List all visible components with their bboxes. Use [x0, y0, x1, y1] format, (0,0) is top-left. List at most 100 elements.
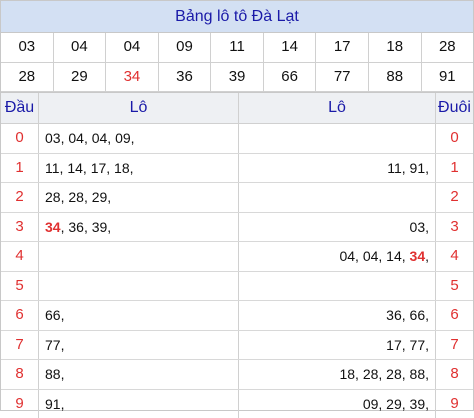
lo-left-cell: [39, 272, 239, 301]
loto-number: 36: [68, 219, 84, 235]
header-lo-right: Lô: [239, 93, 436, 123]
loto-number: 11: [45, 160, 60, 176]
dau-digit: 6: [1, 301, 39, 330]
loto-number: 09: [363, 396, 379, 412]
loto-number: 91: [410, 160, 426, 176]
lo-left-cell: [39, 242, 239, 271]
loto-number: 34: [45, 219, 61, 235]
number-cell: 91: [422, 63, 474, 91]
number-cell: 04: [54, 33, 107, 62]
number-cell: 11: [211, 33, 264, 62]
loto-number: 29: [386, 396, 402, 412]
lo-left-cell: 03, 04, 04, 09,: [39, 124, 239, 153]
number-cell: 36: [159, 63, 212, 91]
dau-digit: 7: [1, 331, 39, 360]
lo-right-cell: 17, 77,: [239, 331, 436, 360]
duoi-digit: 3: [436, 213, 473, 242]
lo-right-cell: [239, 183, 436, 212]
number-cell: 28: [422, 33, 474, 62]
dau-digit: 2: [1, 183, 39, 212]
loto-number: 04: [92, 130, 108, 146]
lo-left-cell: 88,: [39, 360, 239, 389]
lo-right-cell: 36, 66,: [239, 301, 436, 330]
lo-left-cell: 11, 14, 17, 18,: [39, 154, 239, 183]
loto-number: 17: [91, 160, 107, 176]
loto-number: 04: [339, 248, 355, 264]
table-title: Bảng lô tô Đà Lạt: [1, 1, 473, 33]
dau-digit: 8: [1, 360, 39, 389]
number-cell: 03: [1, 33, 54, 62]
duoi-digit: 5: [436, 272, 473, 301]
loto-number: 39: [92, 219, 108, 235]
number-cell: 29: [54, 63, 107, 91]
lo-right-cell: 11, 91,: [239, 154, 436, 183]
number-cell: 09: [159, 33, 212, 62]
loto-number: 28: [45, 189, 61, 205]
lo-right-cell: 04, 04, 14, 34,: [239, 242, 436, 271]
lo-right-cell: [239, 124, 436, 153]
loto-number: 39: [410, 396, 426, 412]
lo-left-cell: 34, 36, 39,: [39, 213, 239, 242]
loto-header: Đầu Lô Lô Đuôi: [1, 92, 473, 124]
number-cell: 17: [316, 33, 369, 62]
lo-right-cell: [239, 272, 436, 301]
dau-digit: 9: [1, 390, 39, 418]
number-cell: 18: [369, 33, 422, 62]
loto-number: 29: [92, 189, 108, 205]
dau-digit: 3: [1, 213, 39, 242]
loto-number: 11: [387, 160, 402, 176]
loto-number: 04: [363, 248, 379, 264]
lo-right-cell: 03,: [239, 213, 436, 242]
header-dau: Đầu: [1, 93, 39, 123]
loto-number: 03: [410, 219, 426, 235]
number-cell: 88: [369, 63, 422, 91]
loto-number: 18: [339, 366, 355, 382]
lo-right-cell: 09, 29, 39,: [239, 390, 436, 418]
duoi-digit: 2: [436, 183, 473, 212]
dau-digit: 1: [1, 154, 39, 183]
loto-number: 03: [45, 130, 61, 146]
header-lo-left: Lô: [39, 93, 239, 123]
number-cell: 34: [106, 63, 159, 91]
lo-left-cell: 77,: [39, 331, 239, 360]
duoi-digit: 0: [436, 124, 473, 153]
loto-number: 28: [386, 366, 402, 382]
number-cell: 14: [264, 33, 317, 62]
duoi-digit: 6: [436, 301, 473, 330]
loto-number: 14: [67, 160, 83, 176]
header-duoi: Đuôi: [436, 93, 473, 123]
loto-number: 04: [68, 130, 84, 146]
dau-digit: 4: [1, 242, 39, 271]
number-cell: 04: [106, 33, 159, 62]
dau-digit: 5: [1, 272, 39, 301]
loto-number: 09: [115, 130, 131, 146]
number-cell: 66: [264, 63, 317, 91]
dau-digit: 0: [1, 124, 39, 153]
lo-left-cell: 28, 28, 29,: [39, 183, 239, 212]
number-cell: 77: [316, 63, 369, 91]
lo-right-cell: 18, 28, 28, 88,: [239, 360, 436, 389]
loto-number: 18: [114, 160, 130, 176]
duoi-digit: 4: [436, 242, 473, 271]
number-cell: 39: [211, 63, 264, 91]
loto-number: 17: [386, 337, 402, 353]
loto-number: 88: [45, 366, 61, 382]
duoi-digit: 9: [436, 390, 473, 418]
duoi-digit: 8: [436, 360, 473, 389]
loto-number: 88: [410, 366, 426, 382]
loto-number: 77: [410, 337, 426, 353]
duoi-digit: 1: [436, 154, 473, 183]
